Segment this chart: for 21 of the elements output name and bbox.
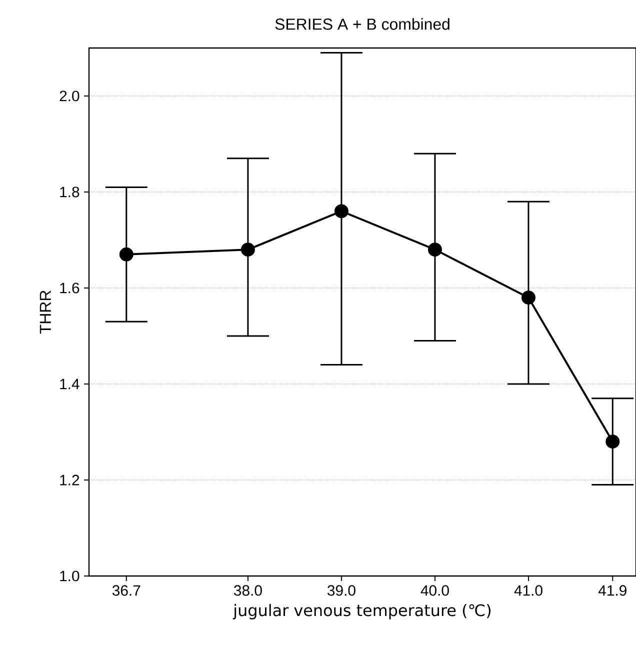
y-tick-label: 1.2 [60, 474, 80, 486]
point [119, 247, 134, 262]
y-tick-label: 1.4 [60, 378, 80, 390]
x-tick-label: 38.0 [234, 585, 262, 596]
point [521, 290, 536, 305]
y-tick-label: 2.0 [60, 90, 80, 102]
x-axis-title: jugular venous temperature (℃) [232, 604, 490, 620]
point [606, 434, 620, 449]
y-tick-label: 1.6 [60, 282, 80, 294]
y-tick-label: 1.8 [60, 186, 80, 198]
x-tick-label: 39.0 [327, 585, 356, 596]
y-axis-title: THRR [40, 290, 51, 334]
x-tick-label: 36.7 [112, 585, 140, 596]
x-tick-label: 41.0 [514, 585, 542, 596]
point [334, 204, 348, 218]
y-tick-label: 1.0 [60, 570, 80, 582]
x-tick-label: 40.0 [420, 585, 449, 596]
x-tick-label: 41.9 [598, 585, 626, 596]
point [428, 242, 442, 257]
chart-title: SERIES A + B combined [275, 18, 450, 30]
point [240, 242, 255, 257]
